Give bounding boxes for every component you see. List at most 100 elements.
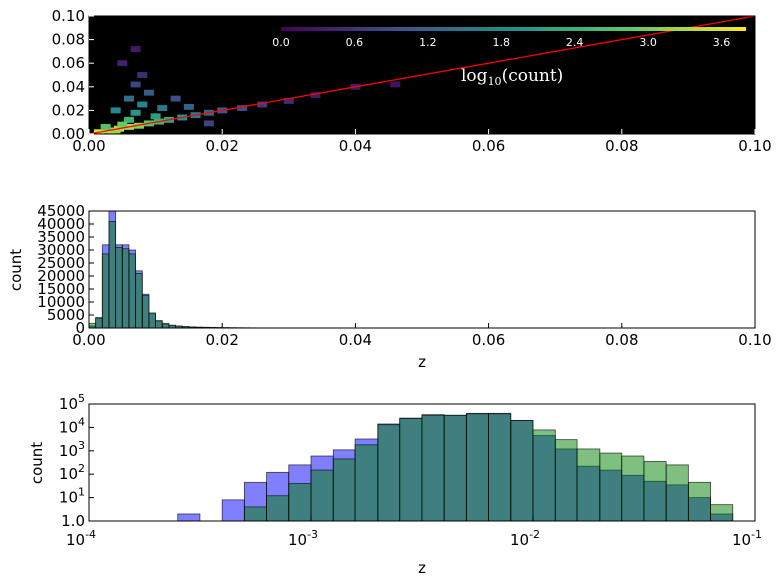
hist-bar [354, 444, 379, 522]
hist-bar [155, 320, 163, 329]
panel-density-heatmap: 0.0 0.6 1.2 1.8 2.4 3.0 3.6 log10(count) 0.00 0… [52, 7, 772, 155]
hist-bar [621, 455, 645, 522]
y-tick-label: 0.08 [52, 31, 85, 49]
y-tick-label: 1.0 [61, 512, 85, 530]
log-hist-frame [88, 403, 756, 522]
density-cell [117, 121, 128, 128]
hist-bar [399, 418, 423, 522]
x-tick-label: 10-2 [510, 528, 540, 549]
x-tick-label: 0.08 [605, 331, 638, 349]
hist-bar [599, 452, 623, 522]
colorbar-tick-label: 0.6 [346, 36, 364, 49]
hist-bar [266, 495, 290, 522]
density-cell [110, 127, 121, 134]
x-tick-label: 0.02 [205, 331, 238, 349]
log-hist-xlabel: z [418, 559, 426, 577]
hist-bar [221, 499, 245, 522]
hist-bar [421, 414, 445, 522]
hist-bar [488, 413, 512, 522]
hist-bar [121, 248, 130, 329]
x-tick-label: 10-1 [732, 528, 762, 549]
heatmap-y-ticks: 0.00 0.02 0.04 0.06 0.08 0.10 [52, 7, 94, 143]
colorbar-ticks: 0.0 0.6 1.2 1.8 2.4 3.0 3.6 [272, 36, 730, 49]
x-tick-label: 0.10 [738, 331, 771, 349]
y-tick-label: 10000 [37, 293, 85, 311]
density-cell [310, 92, 321, 99]
y-tick-label: 25000 [37, 254, 85, 272]
hist-bar [95, 317, 103, 329]
x-tick-label: 0.10 [738, 137, 771, 155]
y-tick-label: 102 [59, 462, 85, 483]
y-tick-label: 5000 [47, 306, 85, 324]
y-tick-label: 15000 [37, 280, 85, 298]
hist-bar [576, 448, 601, 522]
density-cell [100, 123, 111, 130]
y-tick-label: 0.10 [52, 7, 85, 25]
hist-bar [135, 272, 143, 329]
panel-linear-histogram: 0.00 0.02 0.04 0.06 0.08 0.10 050001000015000… [7, 202, 772, 371]
density-cell [257, 101, 268, 108]
y-tick-label: 0.06 [52, 54, 85, 72]
density-cell [137, 72, 148, 78]
hist-bar [148, 312, 157, 329]
linear-hist-ylabel: count [7, 249, 25, 291]
hist-bar [687, 481, 712, 522]
density-cell [130, 81, 141, 88]
hist-bar [554, 439, 578, 522]
x-tick-label: 0.00 [72, 331, 105, 349]
density-cell [283, 98, 294, 104]
colorbar-tick-label: 3.0 [639, 36, 657, 49]
x-tick-label: 0.06 [472, 137, 505, 155]
density-cell [110, 107, 121, 114]
x-tick-label: 0.02 [205, 137, 238, 155]
colorbar-tick-label: 0.0 [272, 36, 290, 49]
hist-bar [510, 420, 534, 522]
density-cell [170, 95, 181, 102]
density-cell [237, 105, 248, 111]
y-tick-label: 45000 [37, 202, 85, 220]
hist-bar [710, 504, 734, 522]
x-tick-label: 0.08 [605, 137, 638, 155]
density-cell [183, 103, 194, 110]
hist-bar [115, 246, 123, 329]
hist-bar [243, 506, 268, 522]
linear-hist-x-ticks: 0.00 0.02 0.04 0.06 0.08 0.10 [72, 323, 772, 349]
density-cell [117, 60, 128, 67]
hist-bar [443, 414, 467, 522]
hist-bar [465, 413, 490, 522]
x-tick-label: 0.06 [472, 331, 505, 349]
x-tick-label: 10-3 [288, 528, 318, 549]
density-cell [130, 109, 141, 116]
colorbar-tick-label: 1.2 [419, 36, 437, 49]
y-tick-label: 40000 [37, 215, 85, 233]
density-cell [390, 81, 401, 88]
hist-bar [141, 295, 150, 329]
identity-reference-line [89, 16, 755, 134]
y-tick-label: 101 [59, 486, 85, 507]
linear-hist-frame [88, 210, 756, 329]
y-tick-label: 35000 [37, 228, 85, 246]
x-tick-label: 0.00 [72, 137, 105, 155]
hist-bar [310, 469, 334, 522]
heatmap-frame [88, 15, 756, 135]
colorbar-gradient [281, 27, 746, 31]
density-cell [203, 120, 214, 127]
linear-hist-plot-area [89, 211, 755, 328]
density-cell [123, 95, 134, 102]
hist-bar [88, 322, 97, 329]
linear-hist-xlabel: z [418, 353, 426, 371]
hist-bar [377, 424, 401, 522]
hist-bar [161, 322, 170, 329]
log-hist-ylabel: count [28, 442, 46, 484]
y-tick-label: 0.04 [52, 78, 85, 96]
colorbar: 0.0 0.6 1.2 1.8 2.4 3.0 3.6 log10(count) [272, 27, 746, 88]
density-cell [130, 46, 141, 52]
y-tick-label: 0.02 [52, 101, 85, 119]
y-tick-label: 105 [59, 392, 85, 413]
linear-hist-y-ticks: 0500010000150002000025000300003500040000… [37, 202, 94, 337]
log-hist-x-ticks: 10-4 10-3 10-2 10-1 [66, 516, 762, 549]
hist-bar [128, 253, 137, 329]
colorbar-label: log10(count) [461, 66, 563, 88]
density-cell [137, 101, 148, 108]
